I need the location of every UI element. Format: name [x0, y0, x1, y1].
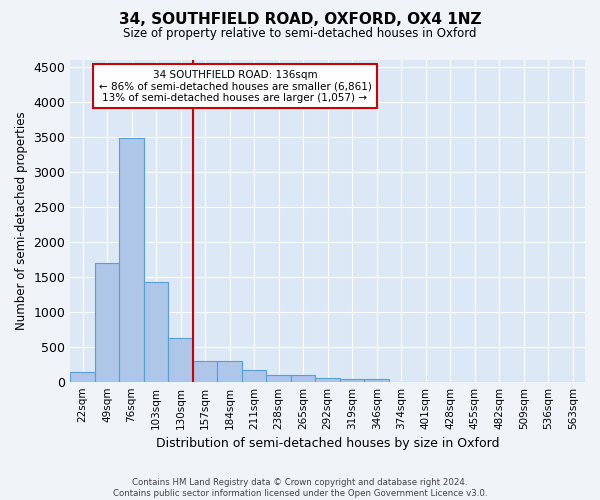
- Bar: [119, 138, 144, 382]
- Text: 34, SOUTHFIELD ROAD, OXFORD, OX4 1NZ: 34, SOUTHFIELD ROAD, OXFORD, OX4 1NZ: [119, 12, 481, 28]
- Text: 34 SOUTHFIELD ROAD: 136sqm
← 86% of semi-detached houses are smaller (6,861)
13%: 34 SOUTHFIELD ROAD: 136sqm ← 86% of semi…: [98, 70, 371, 103]
- Bar: [316, 378, 340, 382]
- Bar: [70, 372, 95, 382]
- Bar: [193, 362, 217, 382]
- Bar: [144, 282, 169, 382]
- Bar: [291, 376, 316, 382]
- Y-axis label: Number of semi-detached properties: Number of semi-detached properties: [15, 112, 28, 330]
- Bar: [169, 338, 193, 382]
- Bar: [242, 370, 266, 382]
- Text: Contains HM Land Registry data © Crown copyright and database right 2024.
Contai: Contains HM Land Registry data © Crown c…: [113, 478, 487, 498]
- Bar: [266, 374, 291, 382]
- Text: Size of property relative to semi-detached houses in Oxford: Size of property relative to semi-detach…: [123, 28, 477, 40]
- Bar: [95, 263, 119, 382]
- Bar: [364, 379, 389, 382]
- X-axis label: Distribution of semi-detached houses by size in Oxford: Distribution of semi-detached houses by …: [156, 437, 499, 450]
- Bar: [340, 379, 364, 382]
- Bar: [217, 362, 242, 382]
